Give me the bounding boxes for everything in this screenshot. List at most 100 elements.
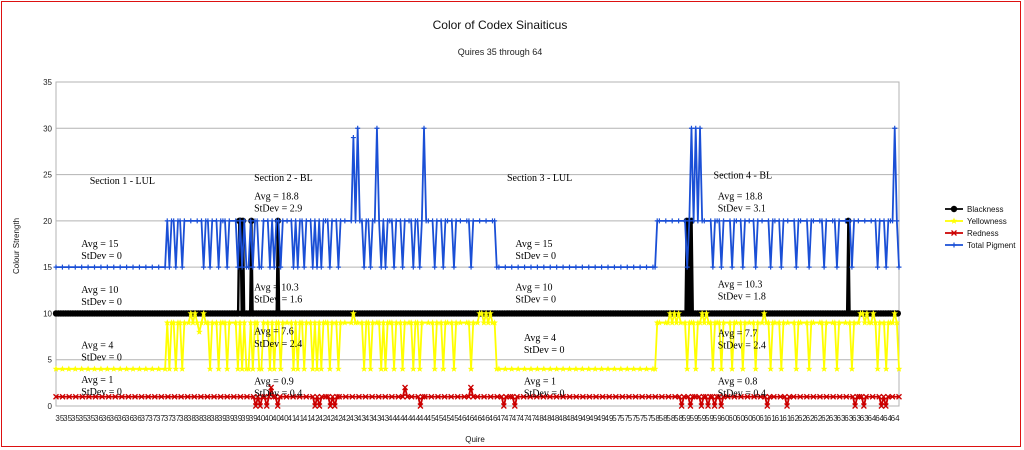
data-point-total-pigment [872,218,878,224]
data-point-total-pigment [492,218,498,224]
x-tick-label: 59 [697,414,706,423]
data-point-redness [878,403,885,409]
legend-marker-total-pigment [951,242,957,248]
data-point-redness [191,393,198,400]
data-point-total-pigment [599,264,605,270]
data-point-redness [696,393,703,400]
x-tick-label: 42 [334,414,343,423]
y-tick-label: 5 [48,356,53,365]
data-point-yellowness [452,319,460,326]
data-point-total-pigment [355,125,361,131]
data-point-total-pigment [284,218,290,224]
data-point-yellowness [805,365,813,372]
data-point-total-pigment [143,264,149,270]
x-tick-label: 60 [751,414,760,423]
data-point-redness [858,393,865,400]
data-point-redness [355,393,362,400]
data-point-total-pigment [325,218,331,224]
data-point-yellowness [238,365,246,372]
data-point-yellowness [501,365,509,372]
data-point-total-pigment [515,264,521,270]
data-point-yellowness [572,365,580,372]
data-point-yellowness [690,319,697,326]
x-tick-label: 49 [597,414,606,423]
data-point-total-pigment [136,264,142,270]
x-tick-label: 43 [357,414,366,423]
data-point-total-pigment [188,218,194,224]
annotation-sec1: Section 1 - LUL [90,176,155,187]
data-point-redness [744,393,751,400]
data-point-total-pigment [393,218,399,224]
data-point-total-pigment [567,264,573,270]
annotation-sec3: Section 3 - LUL [507,173,572,184]
data-point-redness [270,393,277,400]
x-tick-label: 47 [527,414,536,423]
data-point-yellowness [350,309,357,317]
data-point-yellowness [266,365,274,372]
data-point-yellowness [234,365,242,372]
data-point-total-pigment [669,218,675,224]
data-point-yellowness [850,319,858,326]
data-point-yellowness [681,319,689,326]
data-point-redness [786,393,793,400]
x-tick-label: 64 [875,414,884,423]
x-axis: 3535353535363636363636373737373738383838… [55,414,900,423]
data-point-total-pigment [380,218,386,224]
data-point-total-pigment [258,264,264,270]
data-point-redness [487,393,494,400]
data-point-total-pigment [477,218,483,224]
data-point-yellowness [810,319,817,326]
x-tick-label: 63 [837,414,846,423]
data-point-yellowness [521,365,528,372]
data-point-yellowness [59,365,66,372]
annotation-a4: StDev = 2.9 [254,204,302,215]
data-point-total-pigment [892,125,898,131]
x-tick-label: 36 [125,414,134,423]
data-point-yellowness [566,365,573,372]
data-point-yellowness [215,365,222,372]
data-point-total-pigment [834,264,840,270]
data-point-total-pigment [365,218,371,224]
data-point-total-pigment [267,264,273,270]
data-point-redness [500,403,507,409]
data-point-redness [520,393,527,400]
x-tick-label: 49 [581,414,590,423]
data-point-yellowness [846,319,854,326]
data-point-total-pigment [791,218,797,224]
annotation-a28: StDev = 0.4 [254,389,302,400]
data-point-yellowness [317,365,325,372]
data-point-total-pigment [235,264,241,270]
data-point-redness [896,393,902,400]
data-point-redness [560,393,567,400]
x-tick-label: 37 [156,414,165,423]
data-point-yellowness [290,365,297,372]
data-point-total-pigment [663,218,669,224]
x-tick-label: 37 [171,414,180,423]
data-point-redness [448,393,455,400]
data-point-total-pigment [312,218,318,224]
data-point-redness [336,393,343,400]
data-point-yellowness [328,319,336,326]
data-point-total-pigment [98,264,104,270]
data-point-yellowness [700,319,708,326]
data-point-total-pigment [776,218,782,224]
data-point-yellowness [315,319,323,326]
data-point-total-pigment [350,135,356,141]
data-point-yellowness [409,365,417,372]
data-point-redness [158,393,165,400]
y-axis-label: Colour Strength [12,218,21,274]
data-point-redness [509,393,516,400]
data-point-yellowness [309,365,317,372]
data-point-total-pigment [239,264,245,270]
data-point-total-pigment [466,218,472,224]
data-point-redness [724,393,731,400]
annotation-a7: Avg = 18.8 [718,192,763,203]
data-point-yellowness [429,319,436,326]
data-point-redness [511,403,518,409]
data-point-total-pigment [652,264,658,270]
annotation-a11: Avg = 10.3 [254,282,299,293]
data-point-redness [265,393,272,400]
data-point-yellowness [534,365,541,372]
x-tick-label: 48 [558,414,567,423]
data-point-yellowness [765,319,772,326]
